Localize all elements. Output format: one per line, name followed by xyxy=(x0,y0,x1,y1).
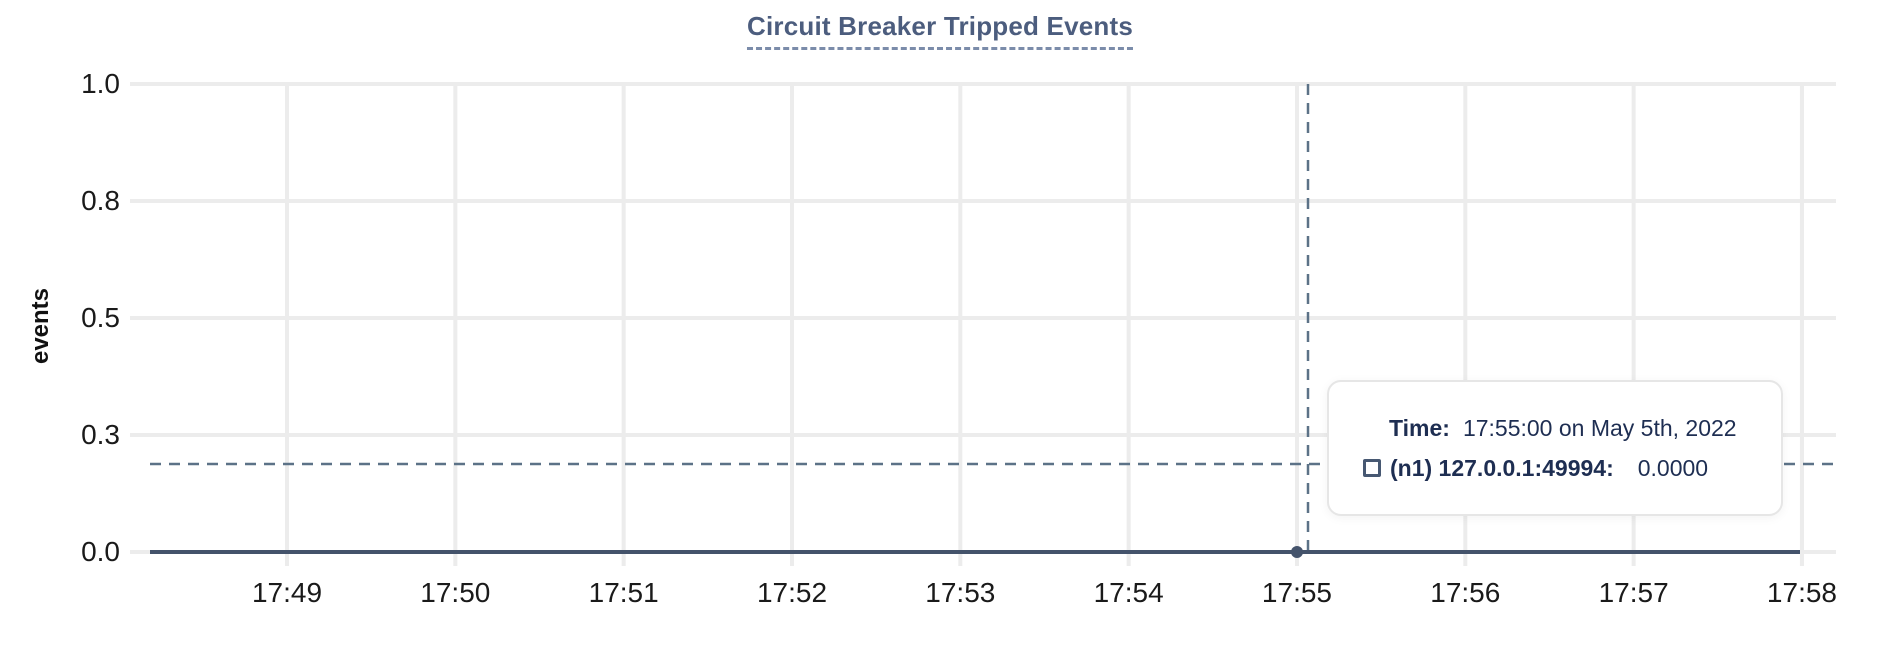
tooltip-series-value: 0.0000 xyxy=(1637,454,1709,481)
x-tick-label: 17:54 xyxy=(1093,577,1164,608)
chart-title[interactable]: Circuit Breaker Tripped Events xyxy=(746,11,1134,50)
y-tick-label: 0.3 xyxy=(81,419,120,450)
vertical-gridlines xyxy=(285,84,1804,566)
x-tick-label: 17:55 xyxy=(1261,577,1333,608)
hover-tooltip: Time: 17:55:00 on May 5th, 2022 (n1) 127… xyxy=(1327,380,1783,516)
x-tick-label: 17:52 xyxy=(756,577,828,608)
x-tick-label: 17:58 xyxy=(1766,577,1838,608)
y-tick-label: 1.0 xyxy=(81,68,120,99)
series-color-swatch-icon xyxy=(1363,459,1381,477)
x-tick-label: 17:53 xyxy=(925,577,996,608)
tooltip-series-row: (n1) 127.0.0.1:49994: 0.0000 xyxy=(1363,455,1747,482)
y-tick-label: 0.5 xyxy=(81,302,120,333)
y-tick-label: 0.8 xyxy=(81,185,120,216)
y-tick-label: 0.0 xyxy=(81,536,120,567)
hovered-point-dot xyxy=(1291,546,1303,558)
tooltip-time-row: Time: 17:55:00 on May 5th, 2022 xyxy=(1389,415,1747,442)
x-tick-label: 17:50 xyxy=(420,577,491,608)
tooltip-time-value: 17:55:00 on May 5th, 2022 xyxy=(1462,414,1737,441)
x-tick-label: 17:56 xyxy=(1430,577,1501,608)
x-tick-label: 17:49 xyxy=(251,577,323,608)
tooltip-time-label: Time: xyxy=(1389,414,1450,441)
x-tick-label: 17:57 xyxy=(1598,577,1669,608)
x-tick-label: 17:51 xyxy=(588,577,659,608)
tooltip-series-label: (n1) 127.0.0.1:49994: xyxy=(1390,454,1614,481)
